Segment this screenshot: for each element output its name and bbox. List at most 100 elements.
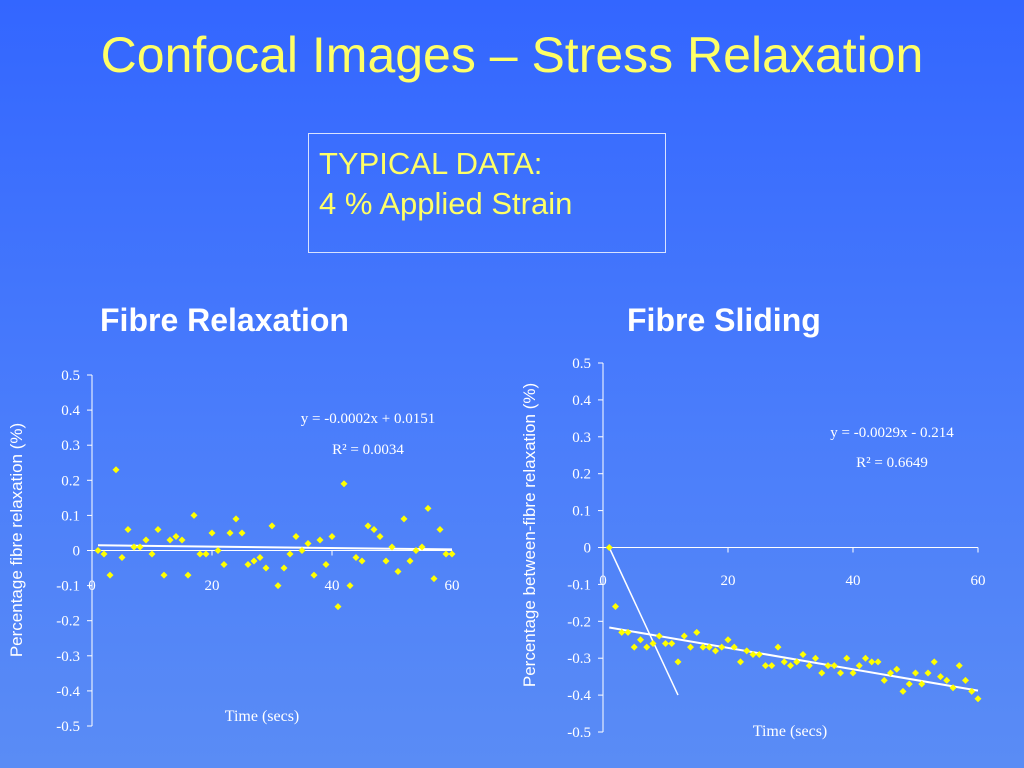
relax-data-point (400, 515, 408, 523)
slide-data-point (949, 684, 957, 692)
relax-data-point (238, 529, 246, 537)
slide-data-point (799, 651, 807, 659)
relax-data-point (148, 550, 156, 558)
relax-data-point (328, 532, 336, 540)
slide-y-axis-label: Percentage between-fibre relaxation (%) (520, 383, 539, 687)
relax-data-point (262, 564, 270, 572)
relax-data-point (298, 547, 306, 554)
slide-data-point (649, 639, 657, 647)
slide-data-point (768, 662, 776, 670)
slide-data-point (712, 647, 719, 655)
relax-x-axis-label: Time (secs) (225, 708, 300, 725)
relax-trendline (97, 544, 453, 551)
slide-y-tick-label: -0.4 (567, 688, 591, 704)
relax-data-point (388, 543, 396, 551)
relax-y-tick-label: -0.1 (56, 579, 80, 595)
relax-data-point (268, 522, 276, 530)
relax-data-point (448, 550, 456, 558)
relax-data-point (340, 480, 348, 488)
relax-data-point (442, 550, 450, 558)
slide-data-point (955, 662, 963, 670)
relax-y-tick-label: -0.5 (56, 719, 80, 735)
slide-x-tick-label: 20 (721, 573, 736, 589)
slide-data-point (637, 636, 644, 644)
slide-data-point (662, 639, 669, 647)
slide-data-point (774, 643, 782, 651)
slide-data-point (693, 628, 701, 636)
relax-data-point (214, 547, 222, 554)
slide-x-tick-label: 40 (846, 573, 861, 589)
relax-data-point (142, 536, 150, 544)
slide-data-point (724, 636, 732, 644)
relax-data-point (274, 582, 282, 590)
slide-x-tick-label: 60 (971, 573, 986, 589)
slide-data-point (699, 643, 707, 651)
slide-trendline (609, 626, 979, 692)
slide-data-point (943, 676, 951, 684)
relax-data-point (394, 568, 402, 576)
relax-data-point (256, 554, 264, 562)
relax-x-tick-label: 60 (445, 578, 460, 594)
slide-data-point (837, 669, 844, 677)
relax-data-point (286, 550, 294, 558)
slide-data-point (924, 669, 932, 677)
relax-y-tick-label: -0.4 (56, 684, 80, 700)
relax-data-point (292, 532, 300, 540)
slide-data-point (880, 676, 888, 684)
relax-y-tick-label: 0.2 (61, 473, 80, 489)
slide-data-point (737, 658, 744, 666)
slide-data-point (874, 658, 882, 666)
slide-data-point (868, 658, 876, 666)
slide-data-point (655, 632, 663, 640)
relax-data-point (250, 557, 258, 565)
relax-y-tick-label: 0.3 (61, 438, 80, 454)
slide-y-tick-label: -0.1 (567, 577, 591, 593)
slide-data-point (805, 662, 813, 670)
relax-data-point (166, 536, 174, 544)
slide-data-point (793, 658, 801, 666)
relax-data-point (364, 522, 372, 530)
relax-data-point (346, 582, 354, 590)
relax-data-point (352, 554, 360, 562)
relax-data-point (322, 561, 330, 569)
chart-title-sliding: Fibre Sliding (627, 302, 821, 338)
relax-y-tick-label: 0.5 (61, 368, 80, 384)
slide-data-point (974, 695, 982, 703)
slide-data-point (605, 544, 613, 551)
slide-initial-slope-line (608, 547, 679, 696)
relax-data-point (376, 532, 384, 540)
relax-data-point (406, 557, 414, 565)
relax-y-axis-label: Percentage fibre relaxation (%) (7, 423, 26, 657)
relax-data-point (430, 575, 438, 583)
slide-equation-label: y = -0.0029x - 0.214 (830, 425, 954, 441)
slide-y-tick-label: -0.2 (567, 614, 591, 630)
slide-data-point (674, 658, 682, 666)
slide-y-tick-label: -0.3 (567, 651, 591, 667)
relax-r2-label: R² = 0.0034 (332, 442, 404, 458)
slide-data-point (618, 628, 626, 636)
slide-data-point (780, 658, 788, 666)
relax-data-point (172, 532, 180, 540)
relax-data-point (178, 536, 186, 544)
relax-equation-label: y = -0.0002x + 0.0151 (301, 411, 435, 427)
relax-data-point (136, 543, 144, 551)
slide-data-point (918, 680, 926, 688)
slide-y-tick-label: 0.1 (572, 504, 591, 520)
slide-data-point (705, 643, 713, 651)
relax-y-tick-label: -0.3 (56, 649, 80, 665)
relax-data-point (94, 547, 102, 554)
slide-data-point (755, 651, 763, 659)
relax-data-point (208, 529, 216, 537)
slide-data-point (855, 662, 863, 670)
slide-data-point (930, 658, 938, 666)
info-line-2: 4 % Applied Strain (319, 186, 573, 221)
relax-data-point (382, 557, 390, 565)
relax-data-point (202, 550, 210, 558)
slide-data-point (862, 654, 869, 662)
relax-data-point (106, 571, 114, 579)
relax-data-point (436, 525, 444, 533)
relax-data-point (226, 529, 234, 537)
slide-data-point (668, 639, 676, 647)
slide-data-point (612, 603, 619, 611)
slide-data-point (843, 654, 851, 662)
